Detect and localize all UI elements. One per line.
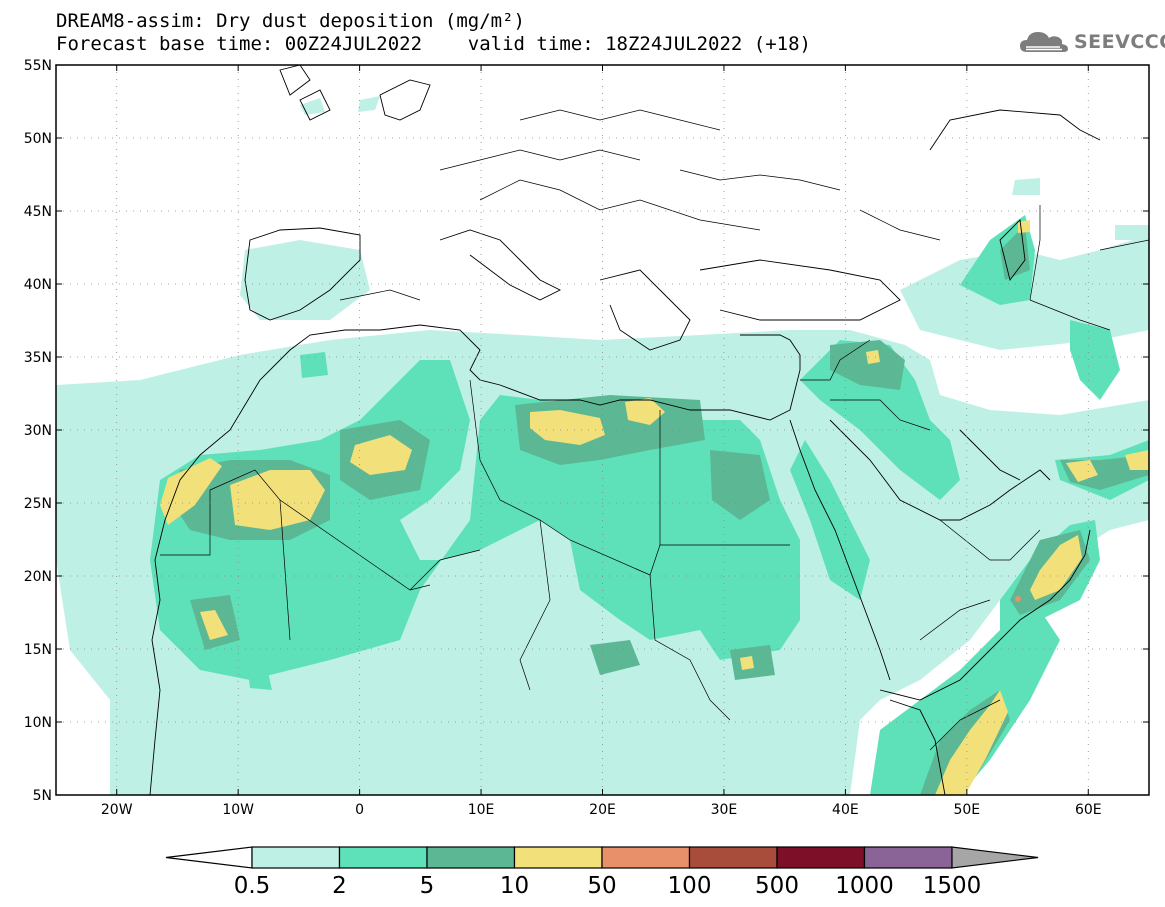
lat-tick-label: 15N (24, 642, 52, 658)
forecast-time-subtitle: Forecast base time: 00Z24JUL2022 valid t… (56, 33, 811, 55)
seevccc-logo: SEEVCCC (1018, 27, 1165, 57)
colorbar-label: 2 (332, 873, 347, 899)
colorbar-label: 100 (668, 873, 712, 899)
colorbar-label: 500 (755, 873, 799, 899)
colorbar-swatch (338, 846, 428, 869)
colorbar-label: 1000 (835, 873, 894, 899)
map-title: DREAM8-assim: Dry dust deposition (mg/m²… (56, 10, 525, 32)
colorbar-swatch (426, 846, 516, 869)
latitude-axis: 55N 50N 45N 40N 35N 30N 25N 20N 15N 10N 5N (24, 58, 1149, 804)
coastlines (149, 65, 1101, 795)
lat-tick-label: 35N (24, 350, 52, 366)
lon-tick-label: 30E (711, 802, 738, 818)
country-borders (160, 109, 1149, 751)
lon-tick-label: 60E (1075, 802, 1102, 818)
lat-tick-label: 20N (24, 569, 52, 585)
lon-tick-label: 10E (468, 802, 495, 818)
lon-tick-label: 20W (101, 802, 133, 818)
lat-tick-label: 25N (24, 496, 52, 512)
cloud-icon (1020, 32, 1068, 52)
dust-class-10 (160, 220, 1149, 795)
colorbar-swatch (251, 846, 341, 869)
brand-text: SEEVCCC (1074, 31, 1165, 53)
colorbar-swatch (776, 846, 866, 869)
colorbar-label: 5 (420, 873, 435, 899)
colorbar-swatch (601, 846, 691, 869)
lat-tick-label: 50N (24, 131, 52, 147)
colorbar-label: 50 (587, 873, 616, 899)
lon-tick-label: 0 (355, 802, 364, 818)
lon-tick-label: 10W (222, 802, 254, 818)
dust-field (56, 96, 1149, 795)
dust-class-50 (1015, 596, 1021, 602)
lat-tick-label: 5N (33, 788, 52, 804)
colorbar-swatch (513, 846, 603, 869)
lat-tick-label: 45N (24, 204, 52, 220)
longitude-axis: 20W 10W 0 10E 20E 30E 40E 50E 60E (101, 65, 1102, 818)
colorbar-under-triangle (165, 846, 253, 869)
lon-tick-label: 20E (589, 802, 616, 818)
lon-tick-label: 40E (832, 802, 859, 818)
colorbar-label: 10 (500, 873, 529, 899)
colorbar-label: 0.5 (234, 873, 271, 899)
lat-tick-label: 10N (24, 715, 52, 731)
colorbar: 0.5 2 5 10 50 100 500 1000 1500 (165, 846, 1039, 899)
colorbar-swatch (688, 846, 778, 869)
lat-tick-label: 30N (24, 423, 52, 439)
colorbar-label: 1500 (923, 873, 982, 899)
colorbar-over-triangle (951, 846, 1039, 869)
colorbar-swatch (863, 846, 953, 869)
lat-tick-label: 55N (24, 58, 52, 74)
lat-tick-label: 40N (24, 277, 52, 293)
lon-tick-label: 50E (953, 802, 980, 818)
